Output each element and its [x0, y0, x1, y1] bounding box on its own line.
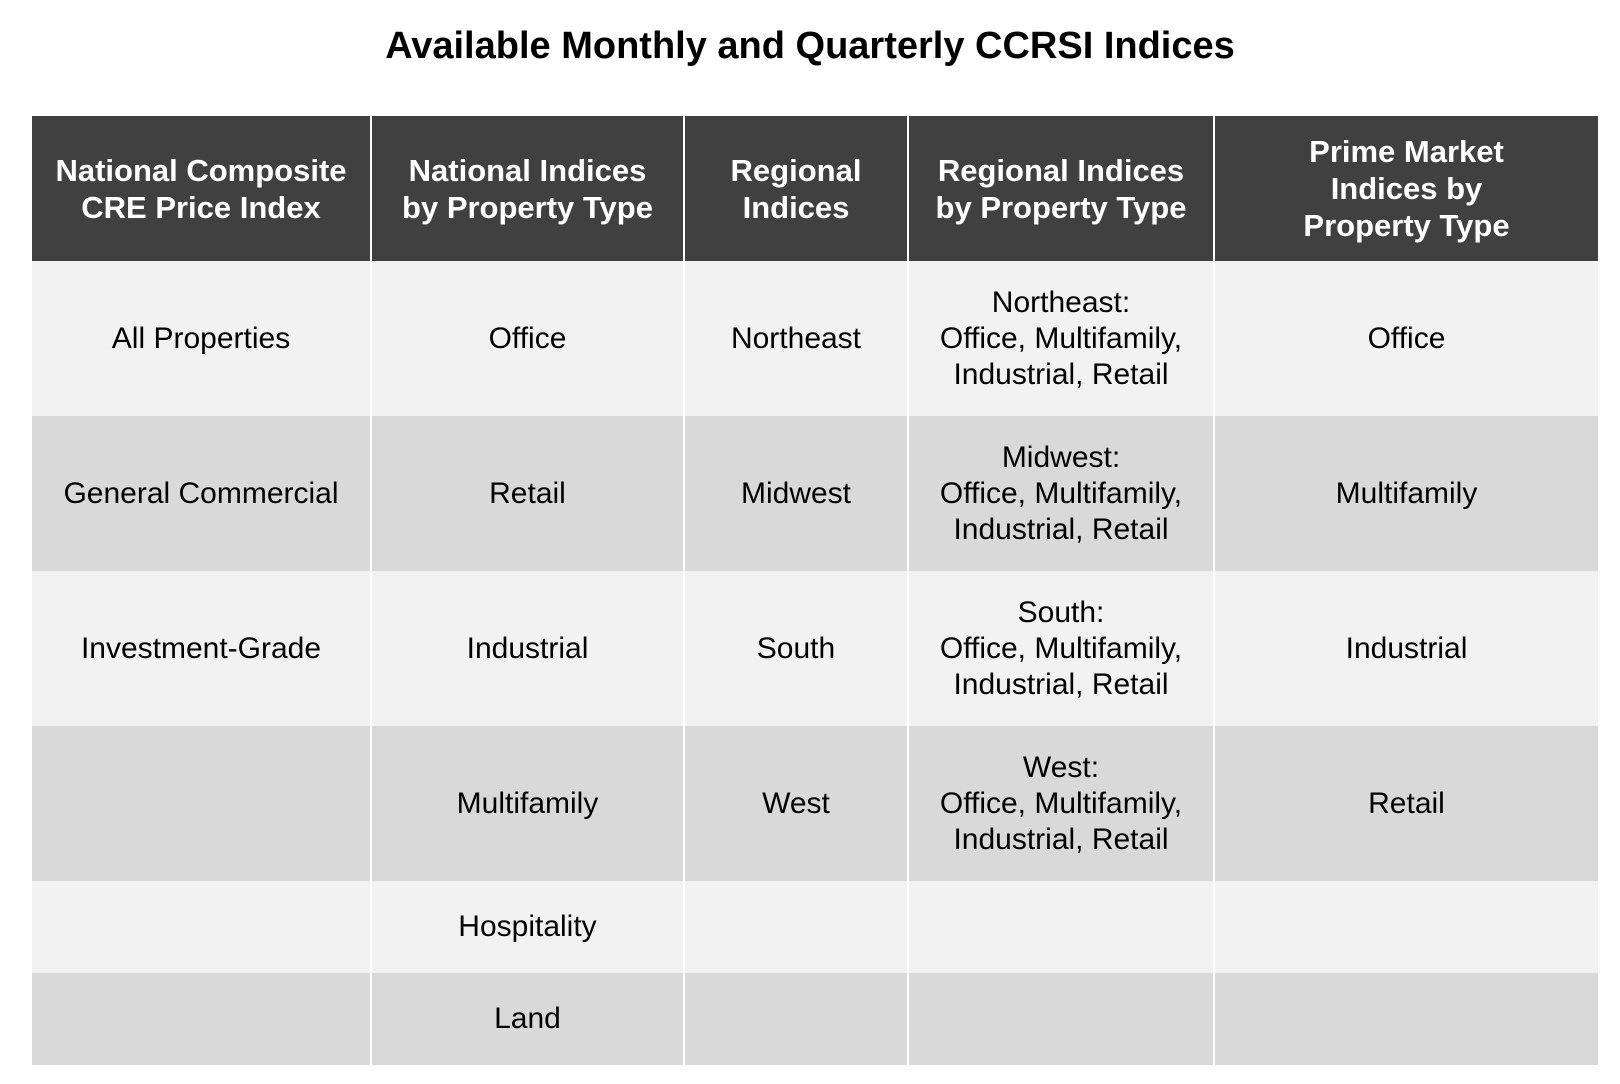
table-cell — [908, 973, 1215, 1065]
table-cell: Hospitality — [371, 881, 685, 973]
table-cell: Office — [371, 261, 685, 416]
header-row: National Composite CRE Price Index Natio… — [32, 116, 1598, 261]
table-cell: Midwest — [684, 416, 909, 571]
header-prime-market-by-property-type: Prime Market Indices by Property Type — [1214, 116, 1598, 261]
table-cell: General Commercial — [32, 416, 372, 571]
table-cell — [1214, 973, 1598, 1065]
table-row: Hospitality — [32, 881, 1598, 973]
table-cell — [32, 973, 372, 1065]
table-cell — [684, 973, 909, 1065]
table-cell: South — [684, 571, 909, 726]
table-cell: Retail — [1214, 726, 1598, 881]
header-regional-indices: Regional Indices — [684, 116, 909, 261]
table-cell: Multifamily — [1214, 416, 1598, 571]
table-row: All Properties Office Northeast Northeas… — [32, 261, 1598, 416]
table-cell — [684, 881, 909, 973]
table-row: Investment-Grade Industrial South South:… — [32, 571, 1598, 726]
table-cell: Land — [371, 973, 685, 1065]
table-cell — [1214, 881, 1598, 973]
table-cell: South: Office, Multifamily, Industrial, … — [908, 571, 1215, 726]
table-cell: Northeast: Office, Multifamily, Industri… — [908, 261, 1215, 416]
table-cell — [32, 881, 372, 973]
header-national-composite: National Composite CRE Price Index — [32, 116, 372, 261]
table-row: General Commercial Retail Midwest Midwes… — [32, 416, 1598, 571]
table-cell: Multifamily — [371, 726, 685, 881]
header-regional-by-property-type: Regional Indices by Property Type — [908, 116, 1215, 261]
table-cell: Office — [1214, 261, 1598, 416]
table-cell: Retail — [371, 416, 685, 571]
table-cell: All Properties — [32, 261, 372, 416]
table-cell: Midwest: Office, Multifamily, Industrial… — [908, 416, 1215, 571]
table-cell: Investment-Grade — [32, 571, 372, 726]
ccrsi-indices-table: National Composite CRE Price Index Natio… — [32, 116, 1598, 1065]
header-national-by-property-type: National Indices by Property Type — [371, 116, 685, 261]
table-cell — [32, 726, 372, 881]
table-row: Multifamily West West: Office, Multifami… — [32, 726, 1598, 881]
page-title: Available Monthly and Quarterly CCRSI In… — [385, 25, 1235, 67]
table-cell: Industrial — [371, 571, 685, 726]
table-row: Land — [32, 973, 1598, 1065]
table-cell: West — [684, 726, 909, 881]
table-cell: West: Office, Multifamily, Industrial, R… — [908, 726, 1215, 881]
table-cell — [908, 881, 1215, 973]
table-cell: Northeast — [684, 261, 909, 416]
table-cell: Industrial — [1214, 571, 1598, 726]
